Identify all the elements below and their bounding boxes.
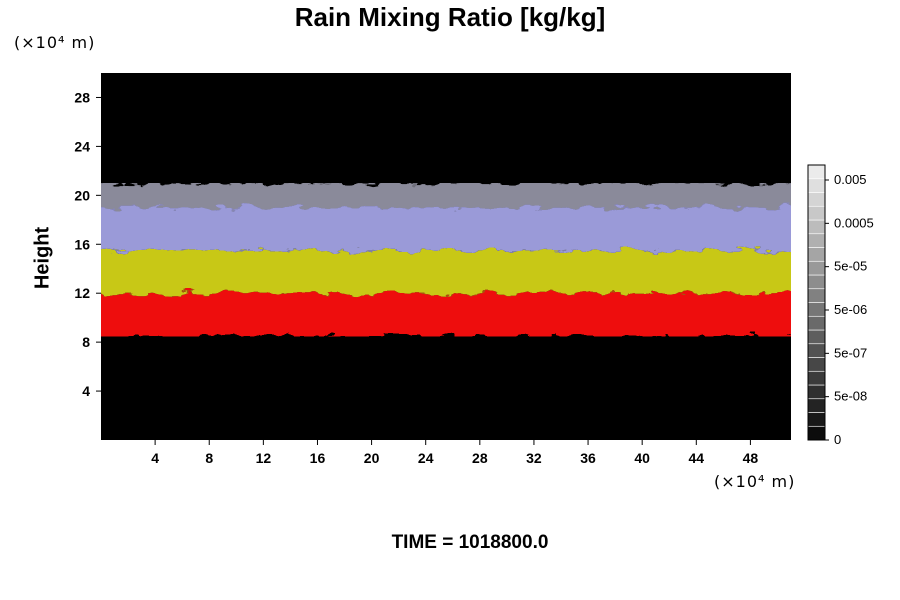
x-tick-label: 28 [472, 450, 488, 466]
x-tick-label: 4 [151, 450, 159, 466]
colorbar-label: 0.0005 [834, 215, 874, 230]
y-tick-label: 24 [74, 138, 90, 154]
y-tick-label: 16 [74, 236, 90, 252]
rain-layer-3 [101, 183, 791, 208]
colorbar-swatch [807, 412, 826, 427]
x-tick-label: 32 [526, 450, 542, 466]
colorbar-frame [807, 164, 826, 441]
colorbar-swatch [807, 315, 826, 331]
x-tick-label: 36 [580, 450, 596, 466]
colorbar-label: 5e-05 [834, 259, 867, 274]
chart-title: Rain Mixing Ratio [kg/kg] [294, 2, 606, 32]
colorbar-label: 5e-08 [834, 389, 867, 404]
colorbar-swatch [807, 343, 826, 358]
y-tick-label: 28 [74, 89, 90, 105]
colorbar-swatch [807, 247, 826, 262]
y-tick-label: 20 [74, 187, 90, 203]
x-axis-unit: (×10⁴ m) [714, 472, 796, 491]
y-tick-label: 8 [82, 334, 90, 350]
colorbar-swatch [807, 384, 826, 400]
rain-layer-0 [101, 293, 791, 337]
colorbar-swatch [807, 164, 826, 180]
time-label: TIME = 1018800.0 [391, 532, 549, 553]
colorbar-swatch [807, 288, 826, 303]
colorbar-label: 5e-07 [834, 345, 867, 360]
colorbar-swatch [807, 192, 826, 207]
colorbar-label: 0.005 [834, 172, 867, 187]
colorbar-swatch [807, 398, 826, 413]
colorbar-swatch [807, 302, 826, 317]
x-tick-label: 12 [256, 450, 272, 466]
y-axis-unit: (×10⁴ m) [14, 33, 96, 52]
colorbar-label: 5e-06 [834, 302, 867, 317]
rain-layer-2 [101, 207, 791, 251]
colorbar-swatch [807, 370, 826, 386]
colorbar-swatch [807, 329, 826, 345]
y-tick-label: 12 [74, 285, 90, 301]
x-tick-label: 24 [418, 450, 434, 466]
colorbar-swatch [807, 205, 826, 221]
x-tick-label: 20 [364, 450, 380, 466]
x-tick-label: 44 [689, 450, 705, 466]
x-tick-label: 8 [205, 450, 213, 466]
colorbar-swatch [807, 274, 826, 290]
colorbar-swatch [807, 357, 826, 372]
colorbar-swatch [807, 178, 826, 193]
x-tick-label: 16 [310, 450, 326, 466]
colorbar-label: 0 [834, 432, 841, 447]
colorbar-swatch [807, 233, 826, 248]
x-tick-label: 40 [634, 450, 650, 466]
rain-layer-1 [101, 250, 791, 294]
colorbar-swatch [807, 260, 826, 276]
x-tick-label: 48 [743, 450, 759, 466]
y-tick-label: 4 [82, 383, 90, 399]
colorbar-swatch [807, 219, 826, 235]
colorbar-swatch [807, 425, 826, 441]
